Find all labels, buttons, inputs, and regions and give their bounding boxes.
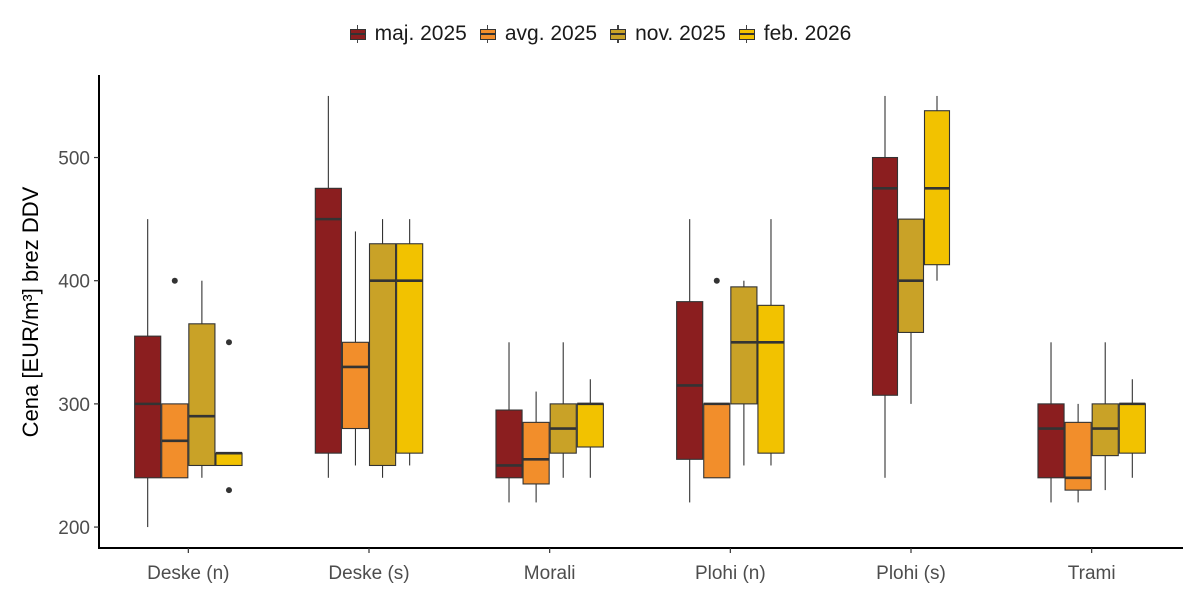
box-iqr [134,335,162,479]
outlier-point [225,487,232,494]
x-tick-label-deske-n: Deske (n) [147,563,229,584]
box-iqr [757,304,785,454]
legend-key-icon [349,25,367,43]
legend: maj. 2025 avg. 2025 nov. 2025 feb. 2026 [0,22,1200,46]
box-trami-feb-2026 [1118,379,1146,478]
category-group-plohi-s [871,95,951,478]
y-tick-label: 500 [58,149,90,170]
y-tick-label: 300 [58,395,90,416]
legend-item-nov-2025: nov. 2025 [609,22,726,46]
box-plohi-s-nov-2025 [897,218,925,404]
legend-item-avg-2025: avg. 2025 [479,22,597,46]
legend-key-icon [479,25,497,43]
box-iqr [1037,403,1065,479]
category-group-trami [1037,342,1146,503]
box-trami-maj-2025 [1037,342,1065,503]
x-axis-ticks: Deske (n) Deske (s) Morali Plohi (n) Plohi (… [147,548,1116,584]
outlier-point [225,339,232,346]
box-plohi-s-maj-2025 [871,95,899,478]
legend-label: avg. 2025 [504,22,598,45]
box-deske-s-avg-2025 [341,231,370,466]
y-axis-ticks: 200 300 400 500 [58,149,99,539]
box-iqr [215,452,243,467]
legend-label: nov. 2025 [635,22,726,45]
x-tick-label-plohi-n: Plohi (n) [695,563,766,584]
box-deske-n-avg-2025 [161,277,189,479]
x-tick-label-trami: Trami [1068,563,1116,584]
box-morali-maj-2025 [495,342,523,503]
box-morali-avg-2025 [522,391,550,503]
box-deske-n-maj-2025 [134,219,162,528]
box-iqr [368,243,397,467]
outlier-point [713,277,720,284]
box-morali-feb-2026 [576,379,604,478]
box-iqr [522,421,550,485]
y-axis-label: Cena [EUR/m³] brez DDV [18,186,43,437]
box-deske-n-feb-2026 [215,339,243,494]
box-iqr [314,187,342,454]
box-iqr [495,409,523,479]
box-iqr [703,403,731,479]
box-iqr [676,301,704,460]
box-deske-s-maj-2025 [314,95,342,478]
x-tick-label-plohi-s: Plohi (s) [876,563,946,584]
box-iqr [396,243,424,454]
legend-label: maj. 2025 [374,22,467,45]
box-iqr [730,286,758,405]
box-iqr [341,341,370,430]
box-plohi-n-feb-2026 [757,219,785,466]
box-plohi-n-maj-2025 [676,219,704,503]
outlier-point [171,277,178,284]
category-group-morali [495,342,604,503]
y-tick-label: 400 [58,272,90,293]
legend-item-feb-2026: feb. 2026 [738,22,852,46]
y-tick-label: 200 [58,518,90,539]
x-tick-label-deske-s: Deske (s) [328,563,409,584]
box-morali-nov-2025 [549,342,577,478]
box-plohi-n-nov-2025 [730,280,758,466]
box-iqr [1118,403,1146,454]
box-plohi-n-avg-2025 [703,277,731,479]
category-group-plohi-n [676,219,785,503]
category-group-deske-n [134,219,243,528]
box-trami-avg-2025 [1064,403,1092,503]
box-deske-s-feb-2026 [396,219,424,466]
category-group-deske-s [314,95,424,478]
x-tick-label-morali: Morali [524,563,576,584]
box-iqr [871,156,899,396]
box-iqr [1064,421,1092,491]
box-iqr [188,323,216,467]
legend-key-icon [609,25,627,43]
legend-key-icon [738,25,756,43]
legend-item-maj-2025: maj. 2025 [349,22,467,46]
box-plohi-s-feb-2026 [923,95,951,281]
box-trami-nov-2025 [1091,342,1119,491]
plot-area [134,95,1146,528]
box-deske-s-nov-2025 [368,219,397,478]
legend-label: feb. 2026 [763,22,852,45]
box-deske-n-nov-2025 [188,280,216,478]
box-iqr [897,218,925,333]
box-iqr [576,403,604,448]
